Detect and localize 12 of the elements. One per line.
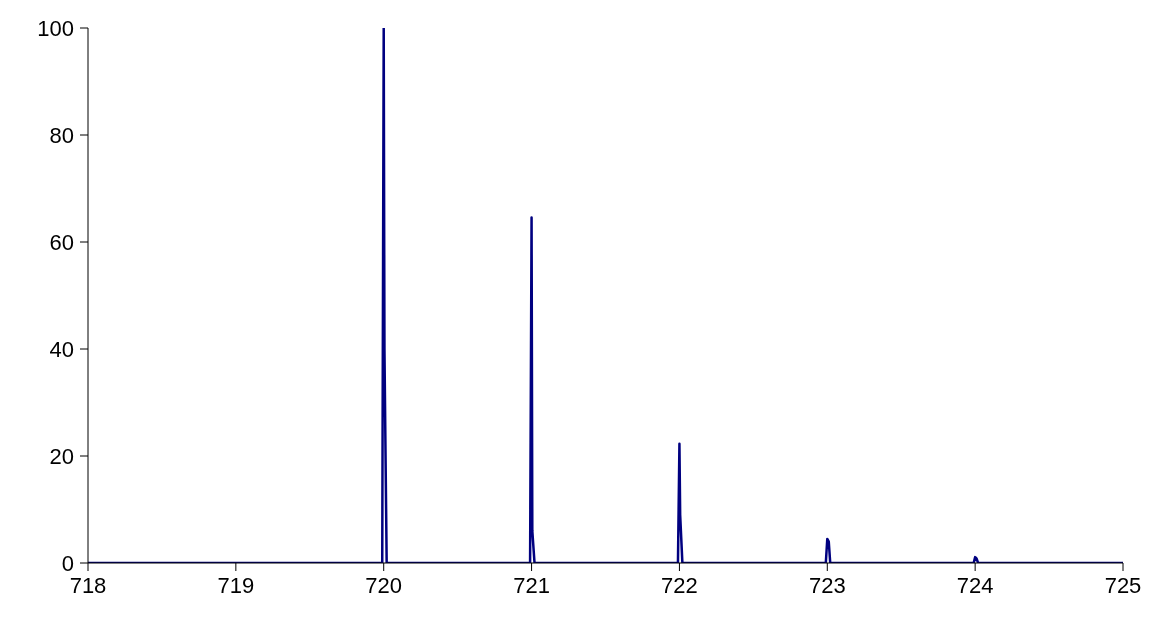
y-tick-label: 80: [49, 122, 74, 148]
y-tick-label: 40: [49, 336, 74, 362]
x-tick-label: 721: [513, 572, 550, 598]
x-tick-label: 719: [217, 572, 255, 598]
x-tick-label: 725: [1104, 572, 1142, 598]
y-tick-label: 20: [49, 443, 74, 469]
x-tick-label: 722: [661, 572, 698, 598]
y-tick-label: 60: [49, 229, 74, 255]
y-tick-label: 100: [37, 15, 74, 41]
x-tick-label: 723: [808, 572, 846, 598]
x-tick-label: 720: [365, 572, 403, 598]
x-tick-label: 724: [956, 572, 994, 598]
